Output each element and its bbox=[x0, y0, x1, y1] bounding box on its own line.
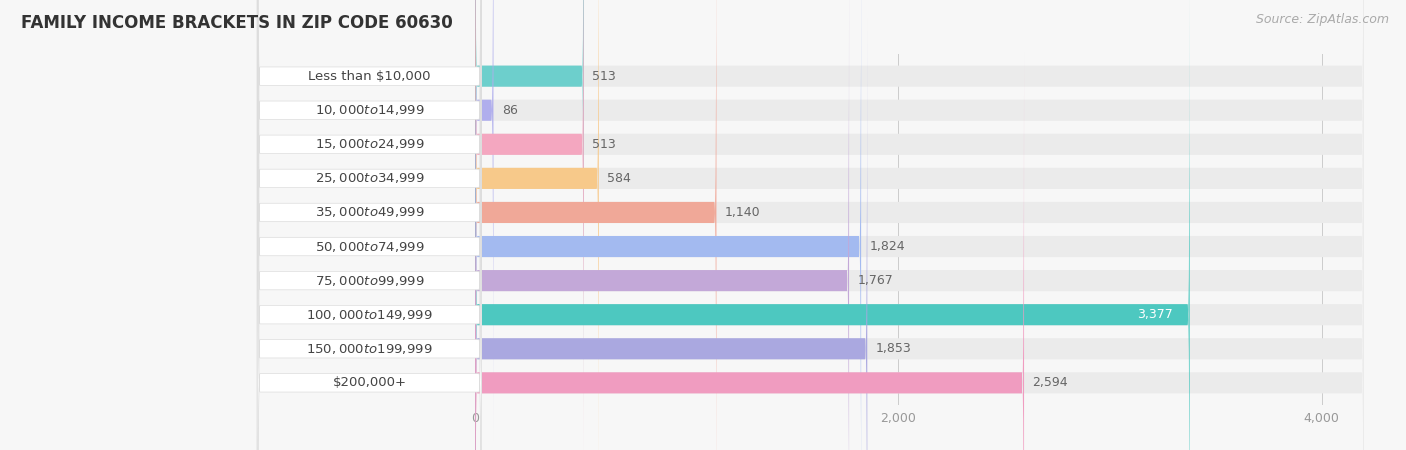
Text: $100,000 to $149,999: $100,000 to $149,999 bbox=[307, 308, 433, 322]
FancyBboxPatch shape bbox=[257, 0, 482, 450]
FancyBboxPatch shape bbox=[257, 0, 482, 450]
FancyBboxPatch shape bbox=[475, 0, 1364, 450]
Text: $25,000 to $34,999: $25,000 to $34,999 bbox=[315, 171, 425, 185]
Text: FAMILY INCOME BRACKETS IN ZIP CODE 60630: FAMILY INCOME BRACKETS IN ZIP CODE 60630 bbox=[21, 14, 453, 32]
Text: 1,140: 1,140 bbox=[725, 206, 761, 219]
Text: 2,594: 2,594 bbox=[1032, 376, 1069, 389]
Text: $10,000 to $14,999: $10,000 to $14,999 bbox=[315, 103, 425, 117]
Text: Less than $10,000: Less than $10,000 bbox=[308, 70, 430, 83]
FancyBboxPatch shape bbox=[475, 0, 494, 441]
Text: $150,000 to $199,999: $150,000 to $199,999 bbox=[307, 342, 433, 356]
FancyBboxPatch shape bbox=[475, 0, 1364, 450]
Text: 1,767: 1,767 bbox=[858, 274, 893, 287]
FancyBboxPatch shape bbox=[475, 0, 583, 406]
FancyBboxPatch shape bbox=[257, 0, 482, 450]
FancyBboxPatch shape bbox=[475, 0, 860, 450]
Text: $75,000 to $99,999: $75,000 to $99,999 bbox=[315, 274, 425, 288]
FancyBboxPatch shape bbox=[257, 0, 482, 450]
FancyBboxPatch shape bbox=[475, 0, 1364, 406]
FancyBboxPatch shape bbox=[257, 0, 482, 450]
FancyBboxPatch shape bbox=[257, 0, 482, 450]
Text: $200,000+: $200,000+ bbox=[332, 376, 406, 389]
FancyBboxPatch shape bbox=[475, 18, 1364, 450]
Text: 513: 513 bbox=[592, 138, 616, 151]
FancyBboxPatch shape bbox=[257, 0, 482, 450]
Text: 1,853: 1,853 bbox=[876, 342, 911, 355]
Text: Source: ZipAtlas.com: Source: ZipAtlas.com bbox=[1256, 14, 1389, 27]
Text: $15,000 to $24,999: $15,000 to $24,999 bbox=[315, 137, 425, 151]
FancyBboxPatch shape bbox=[475, 0, 599, 450]
FancyBboxPatch shape bbox=[475, 0, 1364, 450]
FancyBboxPatch shape bbox=[475, 53, 1024, 450]
Text: 86: 86 bbox=[502, 104, 517, 117]
FancyBboxPatch shape bbox=[475, 53, 1364, 450]
FancyBboxPatch shape bbox=[475, 0, 583, 450]
Text: 584: 584 bbox=[607, 172, 631, 185]
Text: $50,000 to $74,999: $50,000 to $74,999 bbox=[315, 239, 425, 253]
Text: 513: 513 bbox=[592, 70, 616, 83]
Text: 1,824: 1,824 bbox=[869, 240, 905, 253]
Text: $35,000 to $49,999: $35,000 to $49,999 bbox=[315, 206, 425, 220]
FancyBboxPatch shape bbox=[475, 0, 1364, 450]
FancyBboxPatch shape bbox=[257, 0, 482, 450]
FancyBboxPatch shape bbox=[475, 0, 849, 450]
FancyBboxPatch shape bbox=[475, 0, 1364, 441]
FancyBboxPatch shape bbox=[475, 0, 1364, 450]
FancyBboxPatch shape bbox=[475, 0, 717, 450]
Text: 3,377: 3,377 bbox=[1137, 308, 1173, 321]
FancyBboxPatch shape bbox=[257, 0, 482, 450]
FancyBboxPatch shape bbox=[475, 0, 1189, 450]
FancyBboxPatch shape bbox=[475, 0, 1364, 450]
FancyBboxPatch shape bbox=[257, 0, 482, 450]
FancyBboxPatch shape bbox=[475, 18, 868, 450]
